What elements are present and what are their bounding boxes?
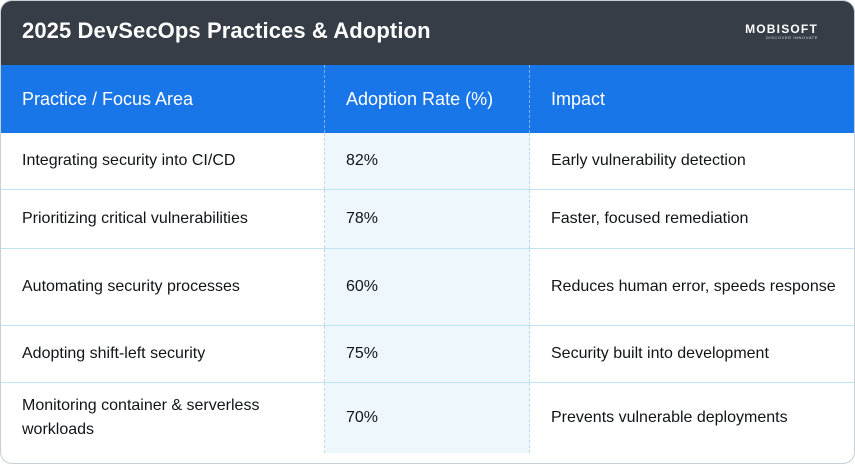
table-row: Integrating security into CI/CD 82% Earl… [1,133,854,190]
adoption-rate-cell: 75% [325,326,530,382]
logo-text: MOBISOFT [745,22,818,36]
practice-cell: Integrating security into CI/CD [1,133,325,189]
adoption-rate-cell: 82% [325,133,530,189]
column-header-practice: Practice / Focus Area [1,65,325,133]
logo-tagline: DISCOVER INNOVATE [765,35,818,40]
practice-cell: Automating security processes [1,249,325,325]
impact-cell: Early vulnerability detection [551,152,746,169]
impact-cell: Prevents vulnerable deployments [551,409,788,426]
adoption-table: Practice / Focus Area Adoption Rate (%) … [1,65,854,453]
brand-logo: MOBISOFT DISCOVER INNOVATE [745,23,818,41]
column-header-adoption-rate: Adoption Rate (%) [325,65,530,133]
table-header-row: Practice / Focus Area Adoption Rate (%) … [1,65,854,133]
practice-cell: Prioritizing critical vulnerabilities [1,190,325,248]
table-row: Automating security processes 60% Reduce… [1,249,854,326]
adoption-rate-cell: 60% [325,249,530,325]
impact-cell: Reduces human error, speeds response [551,278,836,295]
table-row: Monitoring container & serverless worklo… [1,383,854,453]
column-header-impact: Impact [551,89,606,109]
practice-cell: Monitoring container & serverless worklo… [1,383,325,453]
impact-cell: Security built into development [551,345,769,362]
table-row: Adopting shift-left security 75% Securit… [1,326,854,383]
table-row: Prioritizing critical vulnerabilities 78… [1,190,854,249]
impact-cell: Faster, focused remediation [551,210,749,227]
adoption-rate-cell: 70% [325,383,530,453]
title-bar: 2025 DevSecOps Practices & Adoption MOBI… [1,1,854,65]
adoption-rate-cell: 78% [325,190,530,248]
page-title: 2025 DevSecOps Practices & Adoption [22,18,431,43]
practice-cell: Adopting shift-left security [1,326,325,382]
